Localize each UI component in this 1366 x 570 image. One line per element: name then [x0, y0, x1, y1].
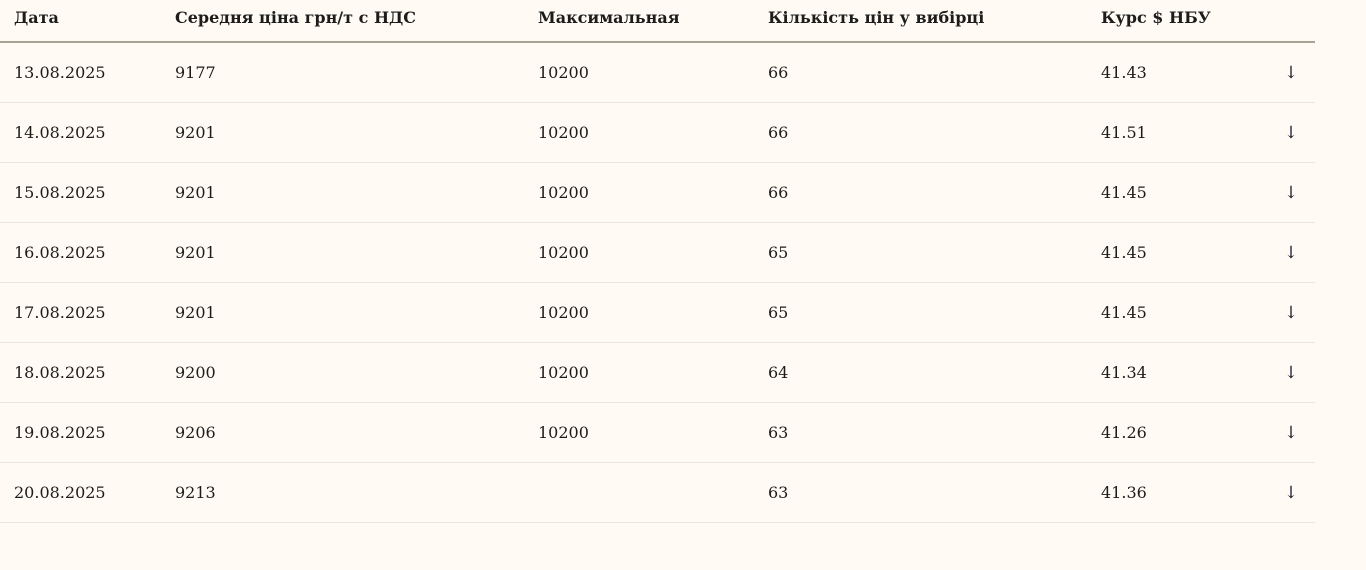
date-cell: 18.08.2025 — [0, 342, 161, 403]
usd-rate-cell: 41.45 — [1087, 162, 1267, 223]
max-price-cell — [524, 462, 754, 523]
table-row: 20.08.2025 9213 63 41.36 ↓ — [0, 462, 1315, 523]
row-actions-cell: ↓ — [1267, 162, 1315, 223]
date-cell: 17.08.2025 — [0, 282, 161, 343]
avg-price-cell: 9206 — [161, 402, 524, 463]
expand-row-arrow-icon[interactable]: ↓ — [1283, 482, 1299, 503]
expand-row-arrow-icon[interactable]: ↓ — [1283, 422, 1299, 443]
column-header-avg-price: Середня ціна грн/т с НДС — [161, 0, 524, 43]
date-cell: 15.08.2025 — [0, 162, 161, 223]
avg-price-cell: 9201 — [161, 162, 524, 223]
max-price-cell: 10200 — [524, 42, 754, 103]
column-header-date: Дата — [0, 0, 161, 43]
usd-rate-cell: 41.45 — [1087, 222, 1267, 283]
max-price-cell: 10200 — [524, 102, 754, 163]
sample-count-cell: 66 — [754, 162, 1087, 223]
sample-count-cell: 66 — [754, 102, 1087, 163]
table-row: 18.08.2025 9200 10200 64 41.34 ↓ — [0, 342, 1315, 403]
sample-count-cell: 63 — [754, 462, 1087, 523]
table-row: 15.08.2025 9201 10200 66 41.45 ↓ — [0, 162, 1315, 223]
sample-count-cell: 66 — [754, 42, 1087, 103]
table-row: 14.08.2025 9201 10200 66 41.51 ↓ — [0, 102, 1315, 163]
max-price-cell: 10200 — [524, 342, 754, 403]
table-row: 19.08.2025 9206 10200 63 41.26 ↓ — [0, 402, 1315, 463]
date-cell: 20.08.2025 — [0, 462, 161, 523]
max-price-cell: 10200 — [524, 282, 754, 343]
row-actions-cell: ↓ — [1267, 102, 1315, 163]
usd-rate-cell: 41.26 — [1087, 402, 1267, 463]
expand-row-arrow-icon[interactable]: ↓ — [1283, 122, 1299, 143]
table-row: 16.08.2025 9201 10200 65 41.45 ↓ — [0, 222, 1315, 283]
avg-price-cell: 9201 — [161, 282, 524, 343]
expand-row-arrow-icon[interactable]: ↓ — [1283, 182, 1299, 203]
expand-row-arrow-icon[interactable]: ↓ — [1283, 242, 1299, 263]
row-actions-cell: ↓ — [1267, 462, 1315, 523]
date-cell: 19.08.2025 — [0, 402, 161, 463]
sample-count-cell: 65 — [754, 282, 1087, 343]
usd-rate-cell: 41.36 — [1087, 462, 1267, 523]
column-header-actions — [1267, 0, 1315, 43]
usd-rate-cell: 41.34 — [1087, 342, 1267, 403]
column-header-max-price: Максимальная — [524, 0, 754, 43]
usd-rate-cell: 41.43 — [1087, 42, 1267, 103]
column-header-sample-count: Кількість цін у вибірці — [754, 0, 1087, 43]
avg-price-cell: 9200 — [161, 342, 524, 403]
expand-row-arrow-icon[interactable]: ↓ — [1283, 362, 1299, 383]
avg-price-cell: 9213 — [161, 462, 524, 523]
max-price-cell: 10200 — [524, 222, 754, 283]
expand-row-arrow-icon[interactable]: ↓ — [1283, 302, 1299, 323]
table-row: 13.08.2025 9177 10200 66 41.43 ↓ — [0, 42, 1315, 103]
max-price-cell: 10200 — [524, 162, 754, 223]
column-header-usd-rate: Курс $ НБУ — [1087, 0, 1267, 43]
row-actions-cell: ↓ — [1267, 402, 1315, 463]
max-price-cell: 10200 — [524, 402, 754, 463]
row-actions-cell: ↓ — [1267, 282, 1315, 343]
row-actions-cell: ↓ — [1267, 222, 1315, 283]
avg-price-cell: 9177 — [161, 42, 524, 103]
avg-price-cell: 9201 — [161, 222, 524, 283]
date-cell: 13.08.2025 — [0, 42, 161, 103]
daily-price-table: Дата Середня ціна грн/т с НДС Максимальн… — [0, 0, 1315, 523]
usd-rate-cell: 41.45 — [1087, 282, 1267, 343]
sample-count-cell: 63 — [754, 402, 1087, 463]
date-cell: 16.08.2025 — [0, 222, 161, 283]
usd-rate-cell: 41.51 — [1087, 102, 1267, 163]
row-actions-cell: ↓ — [1267, 42, 1315, 103]
table-row: 17.08.2025 9201 10200 65 41.45 ↓ — [0, 282, 1315, 343]
table-header-row: Дата Середня ціна грн/т с НДС Максимальн… — [0, 0, 1315, 43]
avg-price-cell: 9201 — [161, 102, 524, 163]
sample-count-cell: 64 — [754, 342, 1087, 403]
row-actions-cell: ↓ — [1267, 342, 1315, 403]
date-cell: 14.08.2025 — [0, 102, 161, 163]
sample-count-cell: 65 — [754, 222, 1087, 283]
expand-row-arrow-icon[interactable]: ↓ — [1283, 62, 1299, 83]
